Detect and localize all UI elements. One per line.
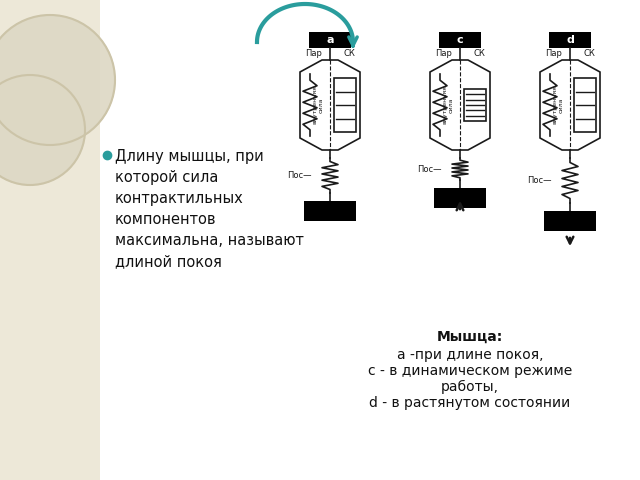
Text: внутренняя
сила: внутренняя сила	[312, 85, 323, 124]
Bar	[544, 211, 596, 231]
Text: с: с	[457, 35, 463, 45]
Bar	[439, 32, 481, 48]
Text: Пос—: Пос—	[527, 176, 552, 185]
Polygon shape	[300, 60, 360, 150]
Text: Пар: Пар	[435, 49, 452, 58]
Text: Пос—: Пос—	[417, 165, 442, 173]
Bar	[304, 201, 356, 221]
Bar	[309, 32, 351, 48]
Text: работы,: работы,	[441, 380, 499, 394]
Text: Пос—: Пос—	[287, 171, 312, 180]
Polygon shape	[0, 0, 100, 480]
Text: СК: СК	[473, 49, 485, 58]
Text: СК: СК	[343, 49, 355, 58]
Text: Пар: Пар	[545, 49, 562, 58]
Circle shape	[0, 15, 115, 145]
Text: d - в растянутом состоянии: d - в растянутом состоянии	[369, 396, 571, 410]
Text: а -при длине покоя,: а -при длине покоя,	[397, 348, 543, 362]
Bar	[574, 78, 596, 132]
Bar	[434, 188, 486, 208]
Polygon shape	[540, 60, 600, 150]
Text: с - в динамическом режиме: с - в динамическом режиме	[368, 364, 572, 378]
Polygon shape	[430, 60, 490, 150]
Bar	[464, 89, 486, 121]
Circle shape	[0, 75, 85, 185]
Text: СК: СК	[583, 49, 595, 58]
Text: внутренняя
сила: внутренняя сила	[552, 85, 563, 124]
Bar	[334, 78, 356, 132]
Text: Длину мышцы, при
которой сила
контрактильных
компонентов
максимальна, называют
д: Длину мышцы, при которой сила контрактил…	[115, 149, 304, 269]
Text: внутренняя
сила: внутренняя сила	[443, 85, 453, 124]
Text: а: а	[326, 35, 333, 45]
Bar	[549, 32, 591, 48]
Text: Пар: Пар	[305, 49, 322, 58]
Text: Мышца:: Мышца:	[437, 330, 503, 344]
Text: d: d	[566, 35, 574, 45]
